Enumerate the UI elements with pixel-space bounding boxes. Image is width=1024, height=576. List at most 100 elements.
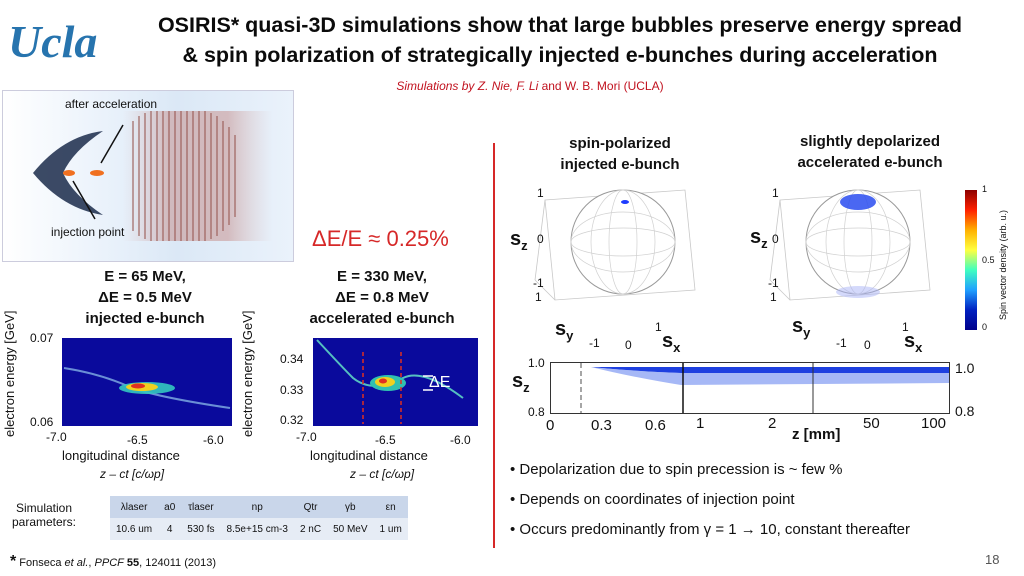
footnote-vol: 55 <box>123 557 140 569</box>
params-table: λlaser a0 τlaser np Qtr γb εn 10.6 um 4 … <box>110 496 408 540</box>
strip-xtick-03: 0.3 <box>591 417 612 434</box>
slide-title: OSIRIS* quasi-3D simulations show that l… <box>100 10 1020 70</box>
right-ytick-3: 0.32 <box>280 413 304 427</box>
sy-s: s <box>792 315 804 337</box>
sx-sub: x <box>673 340 681 355</box>
right-sphere-z0: 0 <box>772 232 779 246</box>
sz-sub: z <box>523 380 530 395</box>
right-spin-bottom <box>836 286 880 298</box>
right-xunit: z – ct [c/ωp] <box>350 467 415 481</box>
param-value: 530 fs <box>187 523 215 535</box>
right-ylabel: electron energy [GeV] <box>240 310 255 437</box>
strip-xtick-100: 100 <box>921 415 947 432</box>
params-label: Simulation parameters: <box>11 501 77 529</box>
sy-sub: y <box>803 325 811 340</box>
left-xtick-2: -6.5 <box>127 433 148 447</box>
right-dE: ΔE = 0.8 MeV <box>335 289 429 306</box>
left-sphere-xm1: -1 <box>589 336 600 350</box>
credit-names: Z. Nie, F. Li <box>477 79 539 93</box>
param-header: εn <box>385 501 396 513</box>
right-delta-label: ΔE <box>429 374 451 391</box>
strip-ytop: 1.0 <box>528 356 545 370</box>
title-line-2: & spin polarization of strategically inj… <box>182 43 938 67</box>
right-phase-space <box>316 339 464 424</box>
left-sphere-plot: 1 0 -1 1 -1 0 1 <box>505 180 725 360</box>
param-value: 8.5e+15 cm-3 <box>226 523 288 535</box>
credit-prefix: Simulations by <box>396 79 478 93</box>
bubble-sheath <box>33 131 103 215</box>
left-sphere-z0: 0 <box>537 232 544 246</box>
right-sphere-y1: 1 <box>770 290 777 304</box>
right-sphere-title-2: accelerated e-bunch <box>797 154 943 171</box>
footnote-journal: PPCF <box>94 557 124 569</box>
sz-sub: z <box>761 236 768 251</box>
left-sphere-zm1: -1 <box>533 276 544 290</box>
left-sy-label: sy <box>555 318 573 343</box>
param-header: λlaser <box>120 501 148 513</box>
strip-right-bottom: 0.8 <box>955 403 975 419</box>
footnote-star: * <box>10 553 17 570</box>
sx-s: s <box>904 330 916 352</box>
footnote: * Fonseca et al., PPCF 55, 124011 (2013) <box>10 553 216 571</box>
footnote-text1: Fonseca <box>16 557 65 569</box>
param-header: a0 <box>164 501 176 513</box>
param-value: 4 <box>166 523 173 535</box>
left-E: E = 65 MeV, <box>104 268 186 285</box>
left-sphere-x1: 1 <box>655 320 662 334</box>
right-sphere-xm1: -1 <box>836 336 847 350</box>
right-xtick-1: -7.0 <box>296 430 317 444</box>
sz-s: s <box>512 370 524 392</box>
right-spin-cap <box>840 194 876 210</box>
bullet-3: • Occurs predominantly from γ = 1 → 10, … <box>510 521 911 538</box>
params-header-row: λlaser a0 τlaser np Qtr γb εn <box>110 496 408 518</box>
right-plot-header: E = 330 MeV, ΔE = 0.8 MeV accelerated e-… <box>282 266 482 329</box>
right-xlabel: longitudinal distance <box>310 448 428 463</box>
left-sx-label: sx <box>662 330 680 355</box>
strip-xtick-50: 50 <box>863 415 880 432</box>
strip-ybottom: 0.8 <box>528 405 545 419</box>
strip-right-top: 1.0 <box>955 360 975 376</box>
param-value: 2 nC <box>299 523 322 535</box>
left-sphere-x0: 0 <box>625 338 632 352</box>
sx-sub: x <box>915 340 923 355</box>
left-xunit: z – ct [c/ωp] <box>100 467 165 481</box>
param-value: 50 MeV <box>333 523 368 535</box>
sy-sub: y <box>566 328 574 343</box>
energy-spread-ratio: ΔE/E ≈ 0.25% <box>312 226 449 251</box>
sy-s: s <box>555 318 567 340</box>
sz-sub: z <box>521 238 528 253</box>
param-header: γb <box>345 501 356 513</box>
right-sphere-title-1: slightly depolarized <box>799 133 941 150</box>
right-sx-label: sx <box>904 330 922 355</box>
left-sphere-title-1: spin-polarized <box>569 135 671 152</box>
strip-xtick-2: 2 <box>768 415 777 432</box>
right-sphere-zm1: -1 <box>768 276 779 290</box>
left-dE: ΔE = 0.5 MeV <box>98 289 192 306</box>
sz-s: s <box>750 226 762 248</box>
separator-line <box>493 143 495 548</box>
title-line-1: OSIRIS* quasi-3D simulations show that l… <box>157 13 963 37</box>
right-name: accelerated e-bunch <box>309 310 455 327</box>
left-energy-plot <box>62 338 232 426</box>
colorbar-tick-1: 1 <box>982 184 988 194</box>
strip-sz-label: sz <box>512 370 530 395</box>
bullet-1: • Depolarization due to spin precession … <box>510 461 843 478</box>
right-sy-label: sy <box>792 315 810 340</box>
simulation-credit: Simulations by Z. Nie, F. Li and W. B. M… <box>330 79 730 93</box>
colorbar-tick-05: 0.5 <box>982 255 995 265</box>
footnote-etal: et al. <box>64 557 89 569</box>
left-sphere-svg <box>534 189 696 301</box>
left-name: injected e-bunch <box>85 310 205 327</box>
injection-point-label: injection point <box>51 225 125 239</box>
arrow-after <box>100 124 124 164</box>
param-value: 10.6 um <box>116 523 153 535</box>
left-sphere-z1: 1 <box>537 186 544 200</box>
arrow-injection <box>72 180 96 220</box>
right-ytick-1: 0.34 <box>280 352 304 366</box>
strip-xtick-06: 0.6 <box>645 417 666 434</box>
footnote-text2: , <box>88 557 95 569</box>
param-value: 1 um <box>379 523 402 535</box>
param-header: np <box>251 501 263 513</box>
right-ytick-2: 0.33 <box>280 383 304 397</box>
left-sphere-title: spin-polarized injected e-bunch <box>540 133 700 175</box>
